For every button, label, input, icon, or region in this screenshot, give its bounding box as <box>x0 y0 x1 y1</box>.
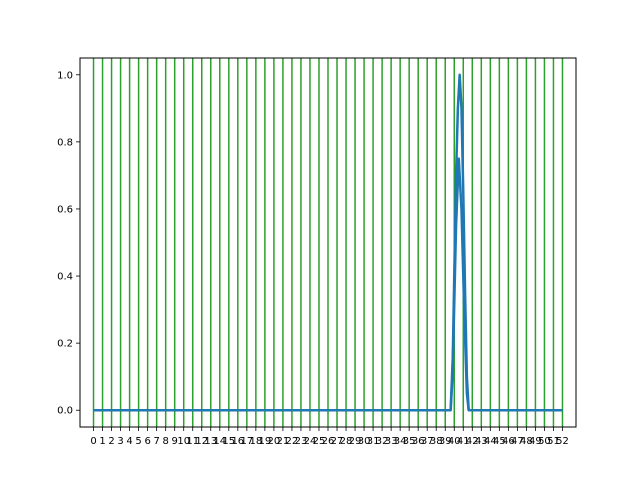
x-tick-label-27: 27 <box>331 436 344 447</box>
y-tick-label-1: 0.2 <box>57 339 73 350</box>
x-tick-label-45: 45 <box>493 436 506 447</box>
x-tick-label-11: 11 <box>186 436 199 447</box>
x-tick-label-50: 50 <box>538 436 551 447</box>
x-tick-label-48: 48 <box>520 436 533 447</box>
x-tick-label-18: 18 <box>249 436 262 447</box>
x-tick-label-0: 0 <box>90 436 96 447</box>
x-tick-label-6: 6 <box>144 436 150 447</box>
x-tick-label-42: 42 <box>466 436 479 447</box>
x-tick-label-17: 17 <box>240 436 253 447</box>
x-tick-label-49: 49 <box>529 436 542 447</box>
x-tick-label-23: 23 <box>295 436 308 447</box>
x-tick-label-3: 3 <box>117 436 123 447</box>
x-tick-label-34: 34 <box>394 436 407 447</box>
x-tick-label-22: 22 <box>286 436 299 447</box>
series-line-1 <box>449 157 470 411</box>
x-tick-label-52: 52 <box>556 436 569 447</box>
x-tick-label-25: 25 <box>313 436 326 447</box>
x-tick-label-30: 30 <box>358 436 371 447</box>
x-tick-label-13: 13 <box>204 436 217 447</box>
series-lines <box>93 73 563 412</box>
x-tick-label-47: 47 <box>511 436 524 447</box>
x-tick-label-7: 7 <box>153 436 159 447</box>
y-tick-label-0: 0.0 <box>57 406 73 417</box>
x-tick-label-4: 4 <box>126 436 132 447</box>
x-tick-label-36: 36 <box>412 436 425 447</box>
x-tick-label-33: 33 <box>385 436 398 447</box>
x-tick-label-41: 41 <box>457 436 470 447</box>
x-tick-label-38: 38 <box>430 436 443 447</box>
x-tick-label-21: 21 <box>277 436 290 447</box>
x-tick-label-16: 16 <box>231 436 244 447</box>
x-axis-ticks: 0 1 2 3 4 5 6 7 8 9 101112131415161718192021222324… <box>90 427 569 447</box>
x-tick-label-26: 26 <box>322 436 335 447</box>
x-tick-label-9: 9 <box>172 436 178 447</box>
x-tick-label-37: 37 <box>421 436 434 447</box>
x-tick-label-12: 12 <box>195 436 208 447</box>
x-tick-label-15: 15 <box>222 436 235 447</box>
x-tick-label-46: 46 <box>502 436 515 447</box>
x-tick-label-51: 51 <box>547 436 560 447</box>
x-tick-label-32: 32 <box>376 436 389 447</box>
x-tick-label-40: 40 <box>448 436 461 447</box>
x-tick-label-24: 24 <box>304 436 317 447</box>
vertical-lines <box>92 58 564 427</box>
y-tick-label-3: 0.6 <box>57 204 73 215</box>
x-tick-label-39: 39 <box>439 436 452 447</box>
x-tick-label-43: 43 <box>475 436 488 447</box>
y-tick-label-5: 1.0 <box>57 70 73 81</box>
x-tick-label-19: 19 <box>259 436 272 447</box>
y-axis-ticks: 0.0 0.2 0.4 0.6 0.8 1.0 <box>57 70 80 417</box>
x-tick-label-14: 14 <box>213 436 226 447</box>
x-tick-label-20: 20 <box>268 436 281 447</box>
x-tick-label-31: 31 <box>367 436 380 447</box>
x-tick-label-28: 28 <box>340 436 353 447</box>
y-tick-label-2: 0.4 <box>57 272 73 283</box>
x-tick-label-1: 1 <box>99 436 105 447</box>
x-tick-label-2: 2 <box>108 436 114 447</box>
y-tick-label-4: 0.8 <box>57 137 73 148</box>
x-tick-label-8: 8 <box>162 436 168 447</box>
x-tick-label-10: 10 <box>177 436 190 447</box>
x-tick-label-29: 29 <box>349 436 362 447</box>
x-tick-label-35: 35 <box>403 436 416 447</box>
x-tick-label-5: 5 <box>135 436 141 447</box>
x-tick-label-44: 44 <box>484 436 497 447</box>
